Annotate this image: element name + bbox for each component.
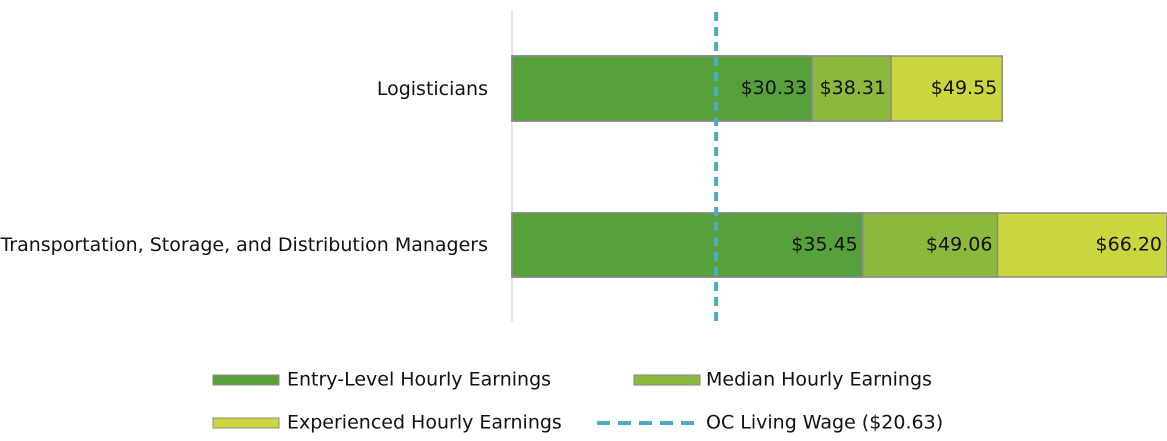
legend-label: Median Hourly Earnings: [706, 369, 932, 391]
data-label: $38.31: [820, 77, 886, 99]
data-label: $30.33: [741, 77, 807, 99]
data-label: $49.55: [931, 77, 997, 99]
category-label: Logisticians: [0, 76, 488, 102]
legend-label: Experienced Hourly Earnings: [287, 412, 562, 434]
legend-swatch: [212, 417, 280, 429]
legend-swatch: [212, 374, 280, 386]
bar: [511, 55, 813, 122]
legend-label: Entry-Level Hourly Earnings: [287, 369, 551, 391]
legend-label: OC Living Wage ($20.63): [706, 412, 943, 434]
legend-swatch: [633, 374, 701, 386]
data-label: $66.20: [1096, 234, 1162, 256]
category-text: Logisticians: [376, 77, 488, 100]
data-label: $35.45: [791, 234, 857, 256]
category-text: Transportation, Storage, and Distributio…: [0, 234, 488, 256]
data-label: $49.06: [926, 234, 992, 256]
category-label: Transportation, Storage, and Distributio…: [0, 232, 488, 258]
bar: [511, 212, 864, 278]
